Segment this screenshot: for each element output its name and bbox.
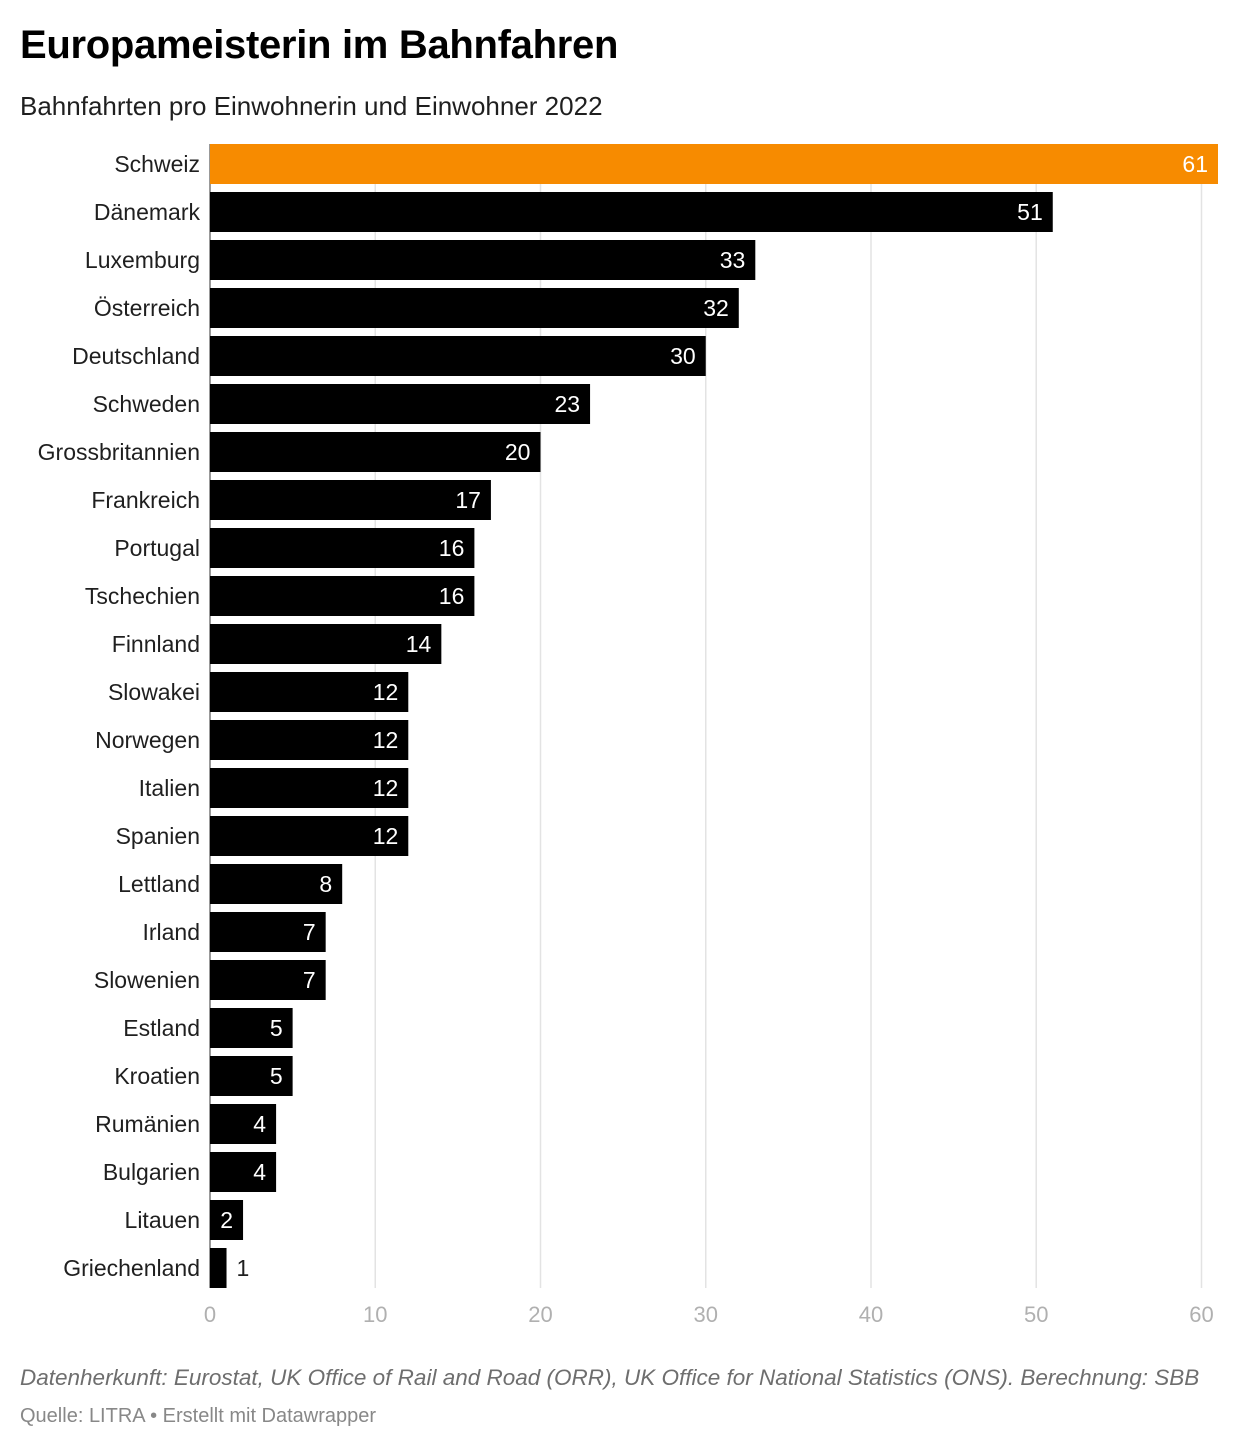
- x-tick-label: 0: [204, 1302, 216, 1327]
- bar-norwegen: [210, 720, 409, 760]
- value-label: 16: [439, 583, 465, 609]
- value-label: 2: [220, 1207, 233, 1233]
- value-label: 61: [1182, 151, 1208, 177]
- value-label: 7: [303, 919, 316, 945]
- category-label: Schweiz: [114, 151, 200, 177]
- category-label: Italien: [139, 775, 200, 801]
- category-label: Spanien: [116, 823, 200, 849]
- value-label: 14: [406, 631, 432, 657]
- bar-estland: [210, 1008, 293, 1048]
- x-tick-label: 10: [363, 1302, 387, 1327]
- bar-schweden: [210, 384, 591, 424]
- bar-luxemburg: [210, 240, 756, 280]
- source-name[interactable]: LITRA: [88, 1405, 145, 1427]
- value-label: 33: [720, 247, 746, 273]
- value-label: 4: [253, 1159, 266, 1185]
- bar-österreich: [210, 288, 739, 328]
- bar-frankreich: [210, 480, 491, 520]
- bar-slowakei: [210, 672, 409, 712]
- value-label: 51: [1017, 199, 1043, 225]
- bar-irland: [210, 912, 326, 952]
- bar-deutschland: [210, 336, 706, 376]
- x-axis-ticks: 0 10 20 30 40 50 60: [204, 1302, 1214, 1327]
- x-tick-label: 60: [1189, 1302, 1213, 1327]
- category-label: Slowenien: [94, 967, 200, 993]
- bar-finnland: [210, 624, 442, 664]
- category-label: Schweden: [93, 391, 200, 417]
- value-label: 23: [554, 391, 580, 417]
- value-label: 5: [270, 1063, 283, 1089]
- category-label: Finnland: [112, 631, 200, 657]
- category-label: Bulgarien: [103, 1159, 200, 1185]
- category-label: Griechenland: [63, 1255, 200, 1281]
- category-label: Lettland: [118, 871, 200, 897]
- footer: Quelle: LITRA • Erstellt mit Datawrapper: [20, 1403, 376, 1429]
- footer-separator: •: [150, 1405, 158, 1427]
- bar-italien: [210, 768, 409, 808]
- value-label: 12: [373, 823, 399, 849]
- category-label: Deutschland: [72, 343, 200, 369]
- value-label: 20: [505, 439, 531, 465]
- value-label: 12: [373, 727, 399, 753]
- category-label: Litauen: [125, 1207, 200, 1233]
- chart-subtitle: Bahnfahrten pro Einwohnerin und Einwohne…: [20, 91, 603, 121]
- bar-spanien: [210, 816, 409, 856]
- value-label: 16: [439, 535, 465, 561]
- category-label: Estland: [123, 1015, 200, 1041]
- chart-title: Europameisterin im Bahnfahren: [20, 23, 619, 67]
- category-label: Tschechien: [85, 583, 200, 609]
- bar-dänemark: [210, 192, 1053, 232]
- bar-tschechien: [210, 576, 475, 616]
- bar-rumänien: [210, 1104, 277, 1144]
- category-labels: Schweiz Dänemark Luxemburg Österreich Deutsc…: [38, 151, 201, 1281]
- gridlines: [209, 144, 1203, 1288]
- value-label: 12: [373, 679, 399, 705]
- category-label: Luxemburg: [85, 247, 200, 273]
- value-label: 30: [670, 343, 696, 369]
- bar-kroatien: [210, 1056, 293, 1096]
- bar-bulgarien: [210, 1152, 277, 1192]
- category-label: Irland: [142, 919, 200, 945]
- category-label: Norwegen: [95, 727, 200, 753]
- bar-lettland: [210, 864, 343, 904]
- value-label: 4: [253, 1111, 266, 1137]
- category-label: Slowakei: [108, 679, 200, 705]
- bar-portugal: [210, 528, 475, 568]
- data-notes: Datenherkunft: Eurostat, UK Office of Ra…: [20, 1365, 1200, 1390]
- bar-slowenien: [210, 960, 326, 1000]
- bar-griechenland: [210, 1248, 227, 1288]
- category-label: Kroatien: [114, 1063, 200, 1089]
- value-label: 17: [455, 487, 481, 513]
- category-label: Frankreich: [91, 487, 200, 513]
- value-label: 5: [270, 1015, 283, 1041]
- bar-grossbritannien: [210, 432, 541, 472]
- category-label: Österreich: [94, 295, 200, 321]
- value-label: 32: [703, 295, 729, 321]
- value-label: 1: [237, 1255, 250, 1281]
- datawrapper-credit[interactable]: Erstellt mit Datawrapper: [162, 1405, 377, 1427]
- value-label: 7: [303, 967, 316, 993]
- x-tick-label: 50: [1024, 1302, 1048, 1327]
- value-label: 12: [373, 775, 399, 801]
- bar-litauen: [210, 1200, 244, 1240]
- category-label: Grossbritannien: [38, 439, 200, 465]
- category-label: Rumänien: [95, 1111, 200, 1137]
- bar-schweiz: [210, 144, 1218, 184]
- bar-chart: Schweiz Dänemark Luxemburg Österreich Deutsc…: [38, 144, 1218, 1327]
- bars: [210, 144, 1218, 1288]
- value-label: 8: [319, 871, 332, 897]
- x-tick-label: 30: [693, 1302, 717, 1327]
- category-label: Portugal: [114, 535, 200, 561]
- x-tick-label: 40: [859, 1302, 883, 1327]
- category-label: Dänemark: [94, 199, 201, 225]
- source-label: Quelle:: [20, 1405, 84, 1427]
- x-tick-label: 20: [528, 1302, 552, 1327]
